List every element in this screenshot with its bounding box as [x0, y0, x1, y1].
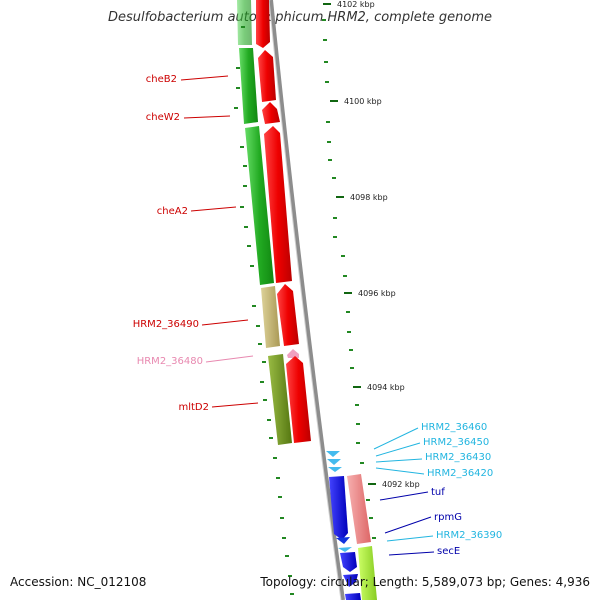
gene-label[interactable]: HRM2_36390: [436, 530, 502, 541]
gene-label[interactable]: HRM2_36460: [421, 422, 487, 433]
cds-arrow: [326, 451, 340, 457]
map-title: Desulfobacterium autotrophicum HRM2, com…: [107, 10, 493, 25]
cds-arrow: [258, 50, 276, 102]
gene-leader-line: [375, 458, 423, 463]
cog-block: [347, 474, 371, 544]
cds-arrow: [340, 552, 357, 572]
cog-block: [239, 48, 258, 124]
gene-leader-line: [386, 535, 434, 542]
reverse-cds-ring: [326, 451, 361, 600]
gene-label[interactable]: secE: [437, 546, 460, 557]
gene-leader-line: [384, 516, 432, 534]
cds-arrow: [328, 467, 342, 472]
gene-leader-line: [205, 355, 254, 363]
gene-label[interactable]: tuf: [431, 487, 445, 498]
gene-label[interactable]: HRM2_36480: [137, 356, 203, 367]
cds-arrow: [329, 476, 348, 540]
scale-tick-label: 4092 kbp: [382, 480, 420, 489]
gene-leader-line: [211, 402, 259, 408]
scale-tick-label: 4096 kbp: [358, 289, 396, 298]
cds-arrow: [327, 459, 341, 465]
topology-text: Topology: circular; Length: 5,589,073 bp…: [260, 575, 590, 589]
cds-arrow: [343, 574, 358, 587]
gene-leader-line: [379, 491, 429, 501]
gene-label[interactable]: HRM2_36450: [423, 437, 489, 448]
gene-leader-line: [190, 206, 237, 212]
coordinate-ticks: 4102 kbp 4100 kbp 4098 kbp 4096 kbp 4094 kbp…: [323, 0, 420, 489]
cds-arrow: [345, 593, 361, 600]
gene-leader-line: [201, 319, 249, 326]
cog-block: [237, 0, 252, 45]
gene-labels-left: cheB2 cheW2 cheA2 HRM2_36490 HRM2_36480 mltD2: [133, 74, 259, 413]
gene-label[interactable]: HRM2_36420: [427, 468, 493, 479]
cds-arrow: [286, 356, 311, 443]
gene-leader-line: [180, 75, 229, 81]
gene-label[interactable]: cheA2: [157, 206, 188, 217]
scale-tick-label: 4102 kbp: [337, 0, 375, 9]
gene-label[interactable]: rpmG: [434, 512, 462, 523]
scale-tick-label: 4094 kbp: [367, 383, 405, 392]
scale-tick-label: 4098 kbp: [350, 193, 388, 202]
scale-tick-label: 4100 kbp: [344, 97, 382, 106]
cds-arrow: [336, 537, 350, 544]
gc-skew-marks: [234, 19, 376, 595]
gene-label[interactable]: cheW2: [146, 112, 180, 123]
gene-leader-line: [375, 467, 425, 475]
gene-label[interactable]: mltD2: [178, 402, 209, 413]
cog-block: [261, 286, 280, 348]
gene-leader-line: [375, 442, 421, 457]
cds-arrow: [287, 349, 299, 358]
gene-leader-line: [388, 551, 435, 556]
cog-ring: [237, 0, 377, 600]
cds-arrow: [262, 102, 280, 124]
cog-block: [358, 546, 377, 600]
genome-backbone-highlight: [268, 0, 342, 600]
cds-arrow: [338, 547, 352, 552]
forward-cds-ring: [256, 0, 311, 443]
gene-leader-line: [183, 115, 231, 119]
genome-backbone: [269, 0, 345, 600]
cog-block: [268, 354, 292, 445]
cds-arrow: [256, 0, 270, 48]
gene-label[interactable]: cheB2: [146, 74, 177, 85]
cds-arrow: [277, 284, 299, 346]
gene-labels-right: HRM2_36460 HRM2_36450 HRM2_36430 HRM2_36420…: [373, 422, 502, 557]
gene-leader-line: [373, 427, 419, 450]
gene-label[interactable]: HRM2_36490: [133, 319, 199, 330]
accession-text: Accession: NC_012108: [10, 575, 147, 589]
gene-label[interactable]: HRM2_36430: [425, 452, 491, 463]
cds-arrow: [264, 126, 292, 283]
cog-block: [245, 126, 274, 285]
